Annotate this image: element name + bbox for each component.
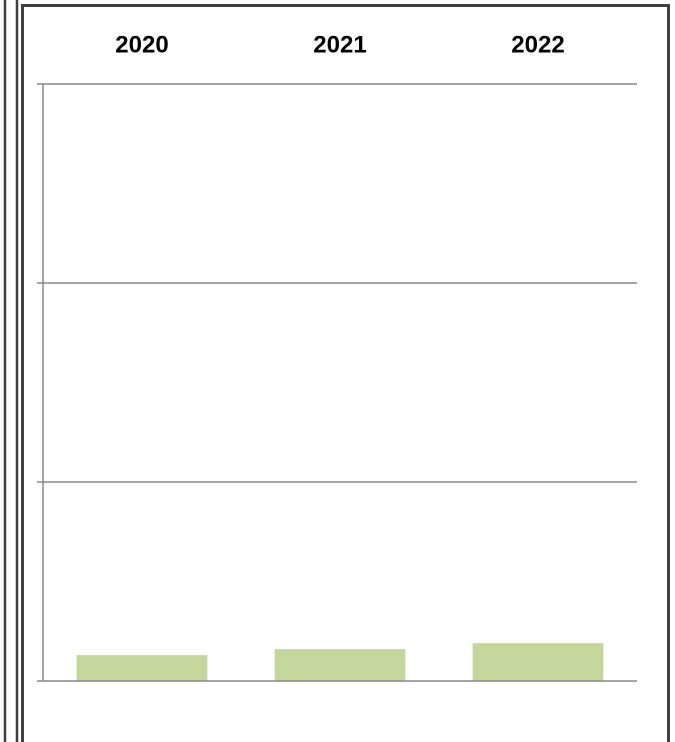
bar <box>76 655 208 681</box>
bar <box>274 649 406 681</box>
category-label: 2022 <box>511 31 564 58</box>
category-label: 2021 <box>313 31 366 58</box>
bar <box>472 643 604 681</box>
chart-frame <box>21 4 670 742</box>
category-label: 2020 <box>115 31 168 58</box>
